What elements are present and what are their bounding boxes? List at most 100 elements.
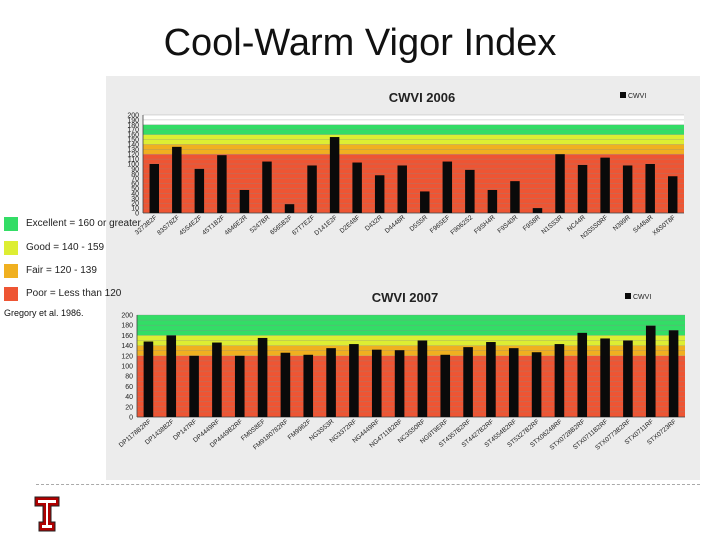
legend-swatch-good bbox=[4, 241, 18, 255]
x-tick-label: F9062S2 bbox=[449, 214, 474, 237]
x-tick-label: N1SS3R bbox=[540, 214, 564, 236]
page-title: Cool-Warm Vigor Index bbox=[163, 22, 557, 64]
bar-STX0711RF bbox=[645, 325, 656, 417]
y-tick-label: 160 bbox=[121, 333, 133, 340]
bar-DP1438B2F bbox=[166, 335, 177, 417]
y-tick-label: 130 bbox=[127, 147, 139, 154]
bar-F9062S2 bbox=[465, 169, 475, 213]
y-tick-label: 0 bbox=[129, 415, 133, 422]
bar-NC3S50RF bbox=[417, 340, 428, 417]
y-tick-label: 90 bbox=[131, 166, 139, 173]
bar-5247BR bbox=[262, 161, 272, 213]
bar-F9SH4R bbox=[487, 189, 498, 213]
bar-S448aR bbox=[645, 164, 655, 213]
y-tick-label: 160 bbox=[127, 132, 139, 139]
y-tick-label: 100 bbox=[127, 162, 139, 169]
bar-ST4427B2RF bbox=[486, 342, 496, 417]
bar-3273B2F bbox=[149, 164, 160, 213]
y-tick-label: 60 bbox=[125, 384, 133, 391]
y-tick-label: 180 bbox=[121, 323, 133, 330]
chart-0: 0102030405060708090100110120130140150160… bbox=[127, 90, 684, 241]
bar-NG3372RF bbox=[349, 344, 359, 417]
bar-DP1178B2RF bbox=[143, 341, 154, 417]
bar-D4448R bbox=[397, 165, 407, 213]
bar-ST4357B2RF bbox=[463, 347, 473, 417]
chart-title: CWVI 2006 bbox=[389, 90, 455, 105]
y-tick-label: 100 bbox=[121, 364, 133, 371]
y-tick-label: 20 bbox=[125, 404, 133, 411]
x-tick-label: F9SH4R bbox=[473, 214, 497, 236]
bar-ST4554B2RF bbox=[508, 348, 519, 417]
bar-FM0S8EF bbox=[257, 337, 268, 417]
bar-DP4449B2RF bbox=[234, 355, 245, 417]
legend-marker bbox=[625, 293, 631, 299]
y-tick-label: 10 bbox=[131, 206, 139, 213]
x-tick-label: 45S4EZF bbox=[178, 214, 204, 237]
bar-STX0723RF bbox=[668, 330, 679, 417]
bar-FM9180782RF bbox=[280, 352, 291, 417]
bar-F9S40R bbox=[510, 181, 520, 213]
y-tick-label: 170 bbox=[127, 127, 139, 134]
chart-title: CWVI 2007 bbox=[372, 290, 438, 305]
bar-67T7EZF bbox=[307, 165, 317, 213]
footer-divider bbox=[36, 484, 700, 485]
x-tick-label: 5247BR bbox=[249, 214, 272, 235]
y-tick-label: 140 bbox=[127, 142, 139, 149]
y-tick-label: 30 bbox=[131, 196, 139, 203]
legend-label: CWVI bbox=[628, 93, 646, 100]
y-tick-label: 80 bbox=[125, 374, 133, 381]
bar-DP4449RF bbox=[212, 342, 222, 417]
y-tick-label: 140 bbox=[121, 343, 133, 350]
x-tick-label: D141E2F bbox=[313, 214, 339, 237]
bar-F96SEF bbox=[442, 161, 453, 213]
bar-STX06248RF bbox=[554, 344, 565, 417]
bar-6565B2F bbox=[284, 204, 295, 213]
y-tick-label: 50 bbox=[131, 186, 139, 193]
x-tick-label: D5S5R bbox=[408, 214, 429, 233]
x-tick-label: 67T7EZF bbox=[291, 214, 316, 237]
y-tick-label: 70 bbox=[131, 176, 139, 183]
x-tick-label: D2E48F bbox=[339, 214, 362, 235]
x-tick-label: 45T1B2F bbox=[201, 214, 226, 237]
y-tick-label: 110 bbox=[128, 157, 139, 164]
bar-NG9T9ERF bbox=[440, 354, 451, 417]
y-tick-label: 180 bbox=[127, 122, 139, 129]
bar-STX0728B2RF bbox=[577, 332, 588, 417]
x-tick-label: 6565B2F bbox=[269, 214, 294, 236]
bar-83S78ZF bbox=[172, 146, 182, 213]
y-tick-label: 0 bbox=[135, 211, 139, 218]
x-tick-label: NC44R bbox=[566, 214, 587, 233]
x-tick-label: D4448R bbox=[384, 214, 407, 235]
legend-label-fair: Fair = 120 - 139 bbox=[26, 265, 97, 276]
legend-label: CWVI bbox=[633, 294, 651, 301]
legend-label-poor: Poor = Less than 120 bbox=[26, 288, 122, 299]
legend-swatch-poor bbox=[4, 287, 18, 301]
citation: Gregory et al. 1986. bbox=[4, 308, 84, 318]
bar-NC44R bbox=[577, 164, 588, 213]
x-tick-label: N399R bbox=[612, 214, 632, 233]
y-tick-label: 150 bbox=[127, 137, 139, 144]
y-tick-label: 200 bbox=[121, 313, 133, 320]
bar-N3S5S0RF bbox=[600, 157, 610, 213]
bar-D5S5R bbox=[420, 191, 430, 213]
x-tick-label: 83S78ZF bbox=[156, 214, 181, 237]
bar-D432R bbox=[374, 175, 385, 213]
bar-F9S8R bbox=[532, 208, 543, 213]
x-tick-label: F96SEF bbox=[429, 214, 452, 235]
bar-N399R bbox=[622, 165, 633, 213]
y-tick-label: 20 bbox=[131, 201, 139, 208]
x-tick-label: F9S8R bbox=[522, 214, 542, 233]
bar-ST5327B2RF bbox=[531, 352, 542, 417]
legend-marker bbox=[620, 92, 626, 98]
y-tick-label: 40 bbox=[125, 394, 133, 401]
bar-X6S0T8F bbox=[667, 176, 678, 213]
texas-tech-logo bbox=[34, 496, 60, 532]
bar-STX0711B2RF bbox=[600, 338, 610, 417]
y-tick-label: 200 bbox=[127, 113, 139, 120]
y-tick-label: 40 bbox=[131, 191, 139, 198]
bar-D141E2F bbox=[329, 137, 340, 213]
legend-swatch-fair bbox=[4, 264, 18, 278]
bar-DP147RF bbox=[189, 355, 199, 417]
bar-N1SS3R bbox=[555, 154, 565, 213]
bar-FM9962F bbox=[303, 354, 314, 417]
